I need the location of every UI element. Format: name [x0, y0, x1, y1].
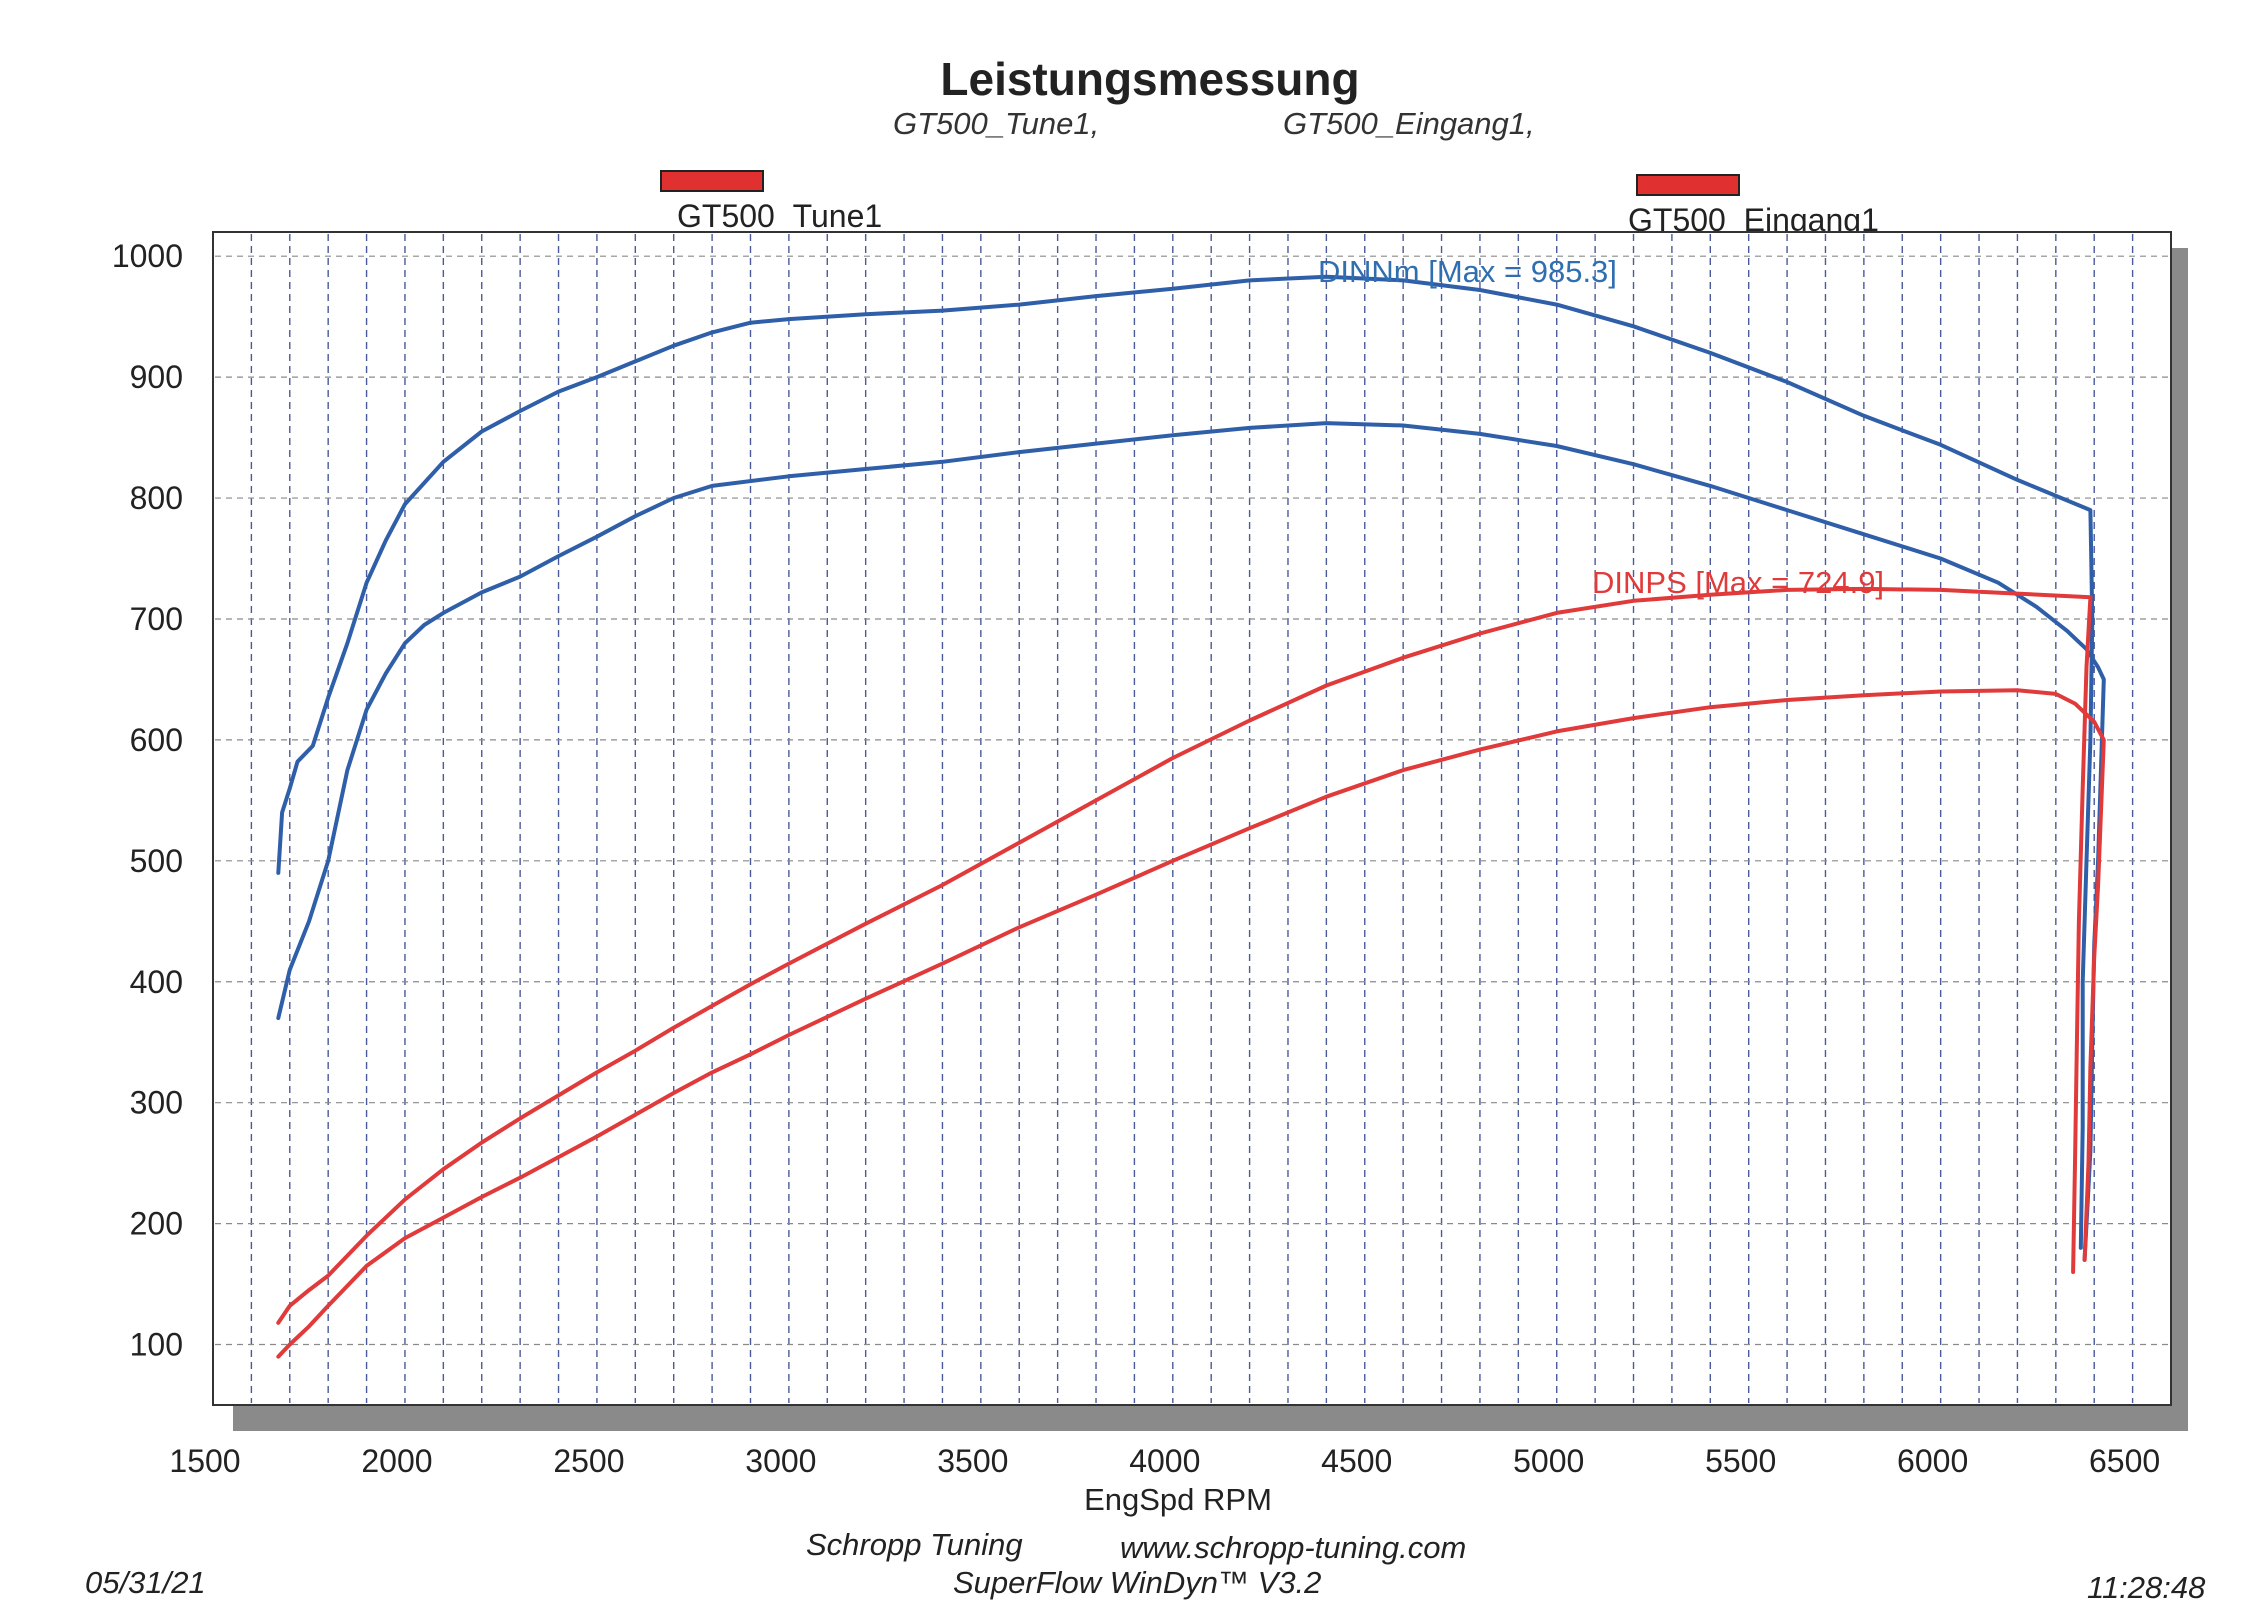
series-line-dinps-tune1 — [276, 586, 2093, 1325]
x-tick-label: 3000 — [745, 1443, 816, 1479]
footer-software: SuperFlow WinDyn™ V3.2 — [953, 1565, 1322, 1600]
y-tick-label: 1000 — [112, 238, 183, 274]
x-tick-label: 6000 — [1897, 1443, 1968, 1479]
x-tick-label: 6500 — [2089, 1443, 2160, 1479]
series-lines — [276, 274, 2106, 1359]
y-tick-label: 100 — [130, 1327, 183, 1363]
annotation-power-max: DINPS [Max = 724.9] — [1592, 565, 1884, 600]
x-axis-label: EngSpd RPM — [1084, 1482, 1272, 1517]
y-tick-label: 800 — [130, 480, 183, 516]
y-tick-label: 200 — [130, 1206, 183, 1242]
x-tick-label: 5500 — [1705, 1443, 1776, 1479]
series-line-dinnm-tune1 — [276, 274, 2095, 1250]
subtitle-run-2: GT500_Eingang1, — [1283, 106, 1535, 141]
legend-swatch-tune1 — [660, 170, 764, 192]
x-tick-label: 1500 — [169, 1443, 240, 1479]
legend-swatch-eingang1 — [1636, 174, 1740, 196]
x-tick-label: 3500 — [937, 1443, 1008, 1479]
x-tick-label: 5000 — [1513, 1443, 1584, 1479]
footer-website: www.schropp-tuning.com — [1120, 1530, 1467, 1565]
x-tick-label: 2500 — [553, 1443, 624, 1479]
y-tick-label: 600 — [130, 722, 183, 758]
y-tick-label: 900 — [130, 359, 183, 395]
y-tick-label: 500 — [130, 843, 183, 879]
tick-labels: 100 200 300 400 500 600 700 800 900 1000 1500 2000 2… — [112, 238, 2160, 1479]
plot-frame — [212, 231, 2172, 1406]
footer-company: Schropp Tuning — [806, 1527, 1023, 1562]
subtitle-run-1: GT500_Tune1, — [893, 106, 1100, 141]
footer-time: 11:28:48 — [2087, 1570, 2206, 1605]
annotation-torque-max: DINNm [Max = 985.3] — [1318, 254, 1617, 289]
x-tick-label: 4000 — [1129, 1443, 1200, 1479]
y-tick-label: 400 — [130, 964, 183, 1000]
series-line-dinnm-eingang1 — [276, 421, 2106, 1262]
x-tick-label: 2000 — [361, 1443, 432, 1479]
series-line-dinps-eingang1 — [276, 688, 2106, 1359]
chart-title: Leistungsmessung — [940, 53, 1360, 105]
legend-label-tune1: GT500_Tune1 — [677, 198, 883, 234]
footer-date: 05/31/21 — [85, 1565, 206, 1600]
x-tick-label: 4500 — [1321, 1443, 1392, 1479]
y-tick-label: 700 — [130, 601, 183, 637]
y-tick-label: 300 — [130, 1085, 183, 1121]
